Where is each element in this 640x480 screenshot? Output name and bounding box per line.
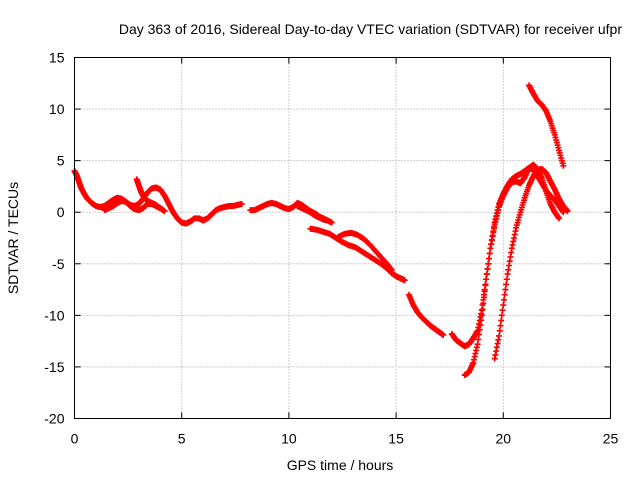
data-point-markers	[335, 229, 395, 273]
series-arc3	[133, 176, 164, 212]
x-axis-label: GPS time / hours	[287, 457, 394, 473]
y-tick-label: -20	[44, 411, 64, 427]
grid-lines	[74, 57, 611, 419]
x-tick-label: 20	[496, 431, 512, 447]
y-axis-label: SDTVAR / TECUs	[5, 182, 21, 294]
y-tick-label: -10	[44, 307, 64, 323]
data-point-markers	[526, 82, 567, 169]
data-point-markers	[461, 161, 563, 379]
series-arc11	[491, 165, 571, 362]
chart-title: Day 363 of 2016, Sidereal Day-to-day VTE…	[119, 21, 623, 37]
axis-ticks: 0 5 10 15 20 25 -20 -15 -10 -5 0 5 10 15	[44, 50, 618, 447]
data-point-markers	[294, 203, 331, 224]
series-arc8	[405, 291, 447, 338]
data-point-markers	[491, 165, 571, 362]
x-tick-label: 15	[388, 431, 404, 447]
y-tick-label: -15	[44, 359, 64, 375]
x-tick-label: 5	[178, 431, 186, 447]
series-arc12	[526, 82, 567, 169]
data-point-markers	[71, 167, 245, 227]
data-points	[71, 82, 571, 379]
plot-frame	[74, 57, 611, 419]
series-arc7	[335, 229, 395, 273]
y-tick-label: 10	[49, 101, 65, 117]
x-tick-label: 25	[603, 431, 619, 447]
y-tick-label: 5	[57, 153, 65, 169]
data-point-markers	[405, 291, 447, 338]
series-arc10	[461, 161, 563, 379]
series-arc1	[71, 167, 245, 227]
y-tick-label: 0	[57, 204, 65, 220]
series-arc5	[294, 203, 331, 224]
data-point-markers	[133, 176, 164, 212]
y-tick-label: 15	[49, 50, 65, 66]
x-tick-label: 0	[71, 431, 79, 447]
x-tick-label: 10	[281, 431, 297, 447]
y-tick-label: -5	[52, 256, 65, 272]
